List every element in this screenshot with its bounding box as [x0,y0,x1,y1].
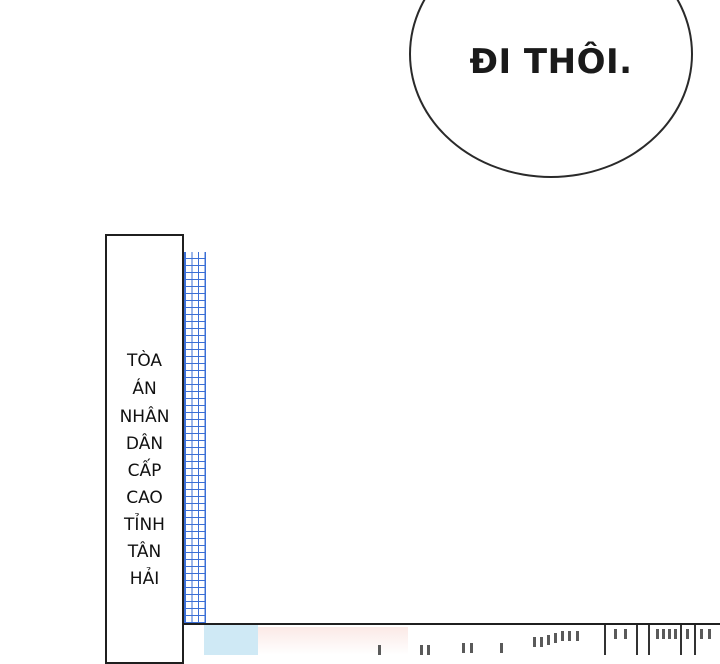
building-pillar [636,625,638,655]
sign-line-2: ÁN [132,379,157,399]
sign-line-4: DÂN [125,434,164,454]
sign-line-1: TÒA [126,351,163,371]
sign-line-6: CAO [126,488,163,508]
building-pillar [648,625,650,655]
rooftop-section [258,627,408,655]
building-pillar [604,625,606,655]
sign-line-8: TÂN [127,542,162,562]
building-pillar [694,625,696,655]
speech-bubble [409,0,693,178]
building-pillar [680,625,682,655]
sign-line-5: CẤP [127,461,162,481]
scaffold-grid [184,252,206,655]
sign-line-9: HẢI [129,569,160,589]
speech-bubble-text: ĐI THÔI. [469,42,633,82]
court-sign [105,234,184,664]
sign-line-3: NHÂN [119,407,170,427]
glass-window [204,625,258,655]
sign-line-7: TỈNH [124,515,165,535]
